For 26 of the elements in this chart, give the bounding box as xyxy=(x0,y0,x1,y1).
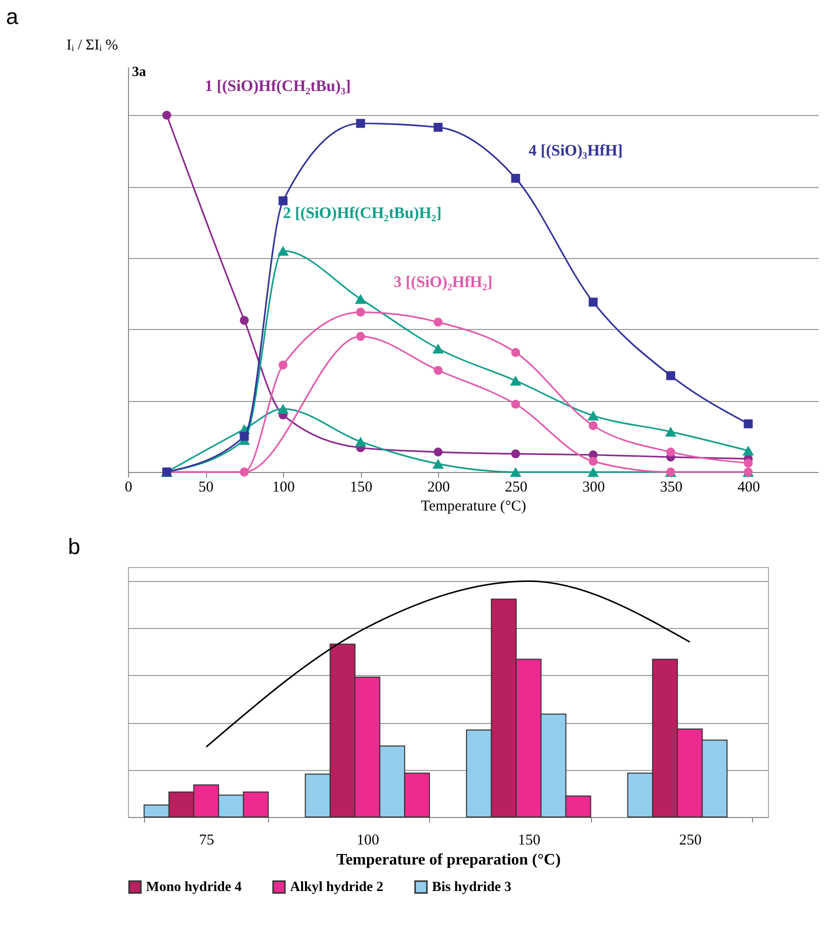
legend-label: Mono hydride 4 xyxy=(146,880,242,896)
x-tick-label: 100 xyxy=(356,832,380,848)
chart-title: b xyxy=(68,534,80,559)
x-tick-label: 300 xyxy=(582,480,605,496)
legend-label: Bis hydride 3 xyxy=(432,880,512,896)
x-tick-label: 150 xyxy=(350,480,372,496)
x-tick-label: 0 xyxy=(124,480,132,496)
x-tick-label: 350 xyxy=(660,480,682,496)
x-tick-label: 200 xyxy=(427,480,450,496)
text: 3a xyxy=(132,65,146,80)
x-tick-label: 150 xyxy=(518,832,540,848)
x-tick-label: 75 xyxy=(199,832,214,848)
x-tick-label: 250 xyxy=(504,480,528,496)
y-axis-title: Iᵢ / ΣIᵢ % xyxy=(66,38,118,54)
x-tick-label: 50 xyxy=(198,480,214,496)
x-tick-label: 100 xyxy=(272,480,295,496)
series-label: 4 [(SiO)₃HfH] xyxy=(528,142,623,160)
text: 1 [(SiO)Hf(CH₂tBu)₃] xyxy=(204,78,351,96)
x-tick-label: 250 xyxy=(679,832,702,848)
legend-label: Alkyl hydride 2 xyxy=(290,880,384,896)
series-label: 2 [(SiO)Hf(CH₂tBu)H₂] xyxy=(283,204,442,222)
x-tick-label: 400 xyxy=(737,480,760,496)
chart-title: a xyxy=(6,4,19,29)
series-label: 3 [(SiO)₂HfH₂] xyxy=(394,274,493,292)
x-axis-title: Temperature of preparation (°C) xyxy=(336,852,561,868)
x-axis-title: Temperature (°C) xyxy=(420,498,526,514)
